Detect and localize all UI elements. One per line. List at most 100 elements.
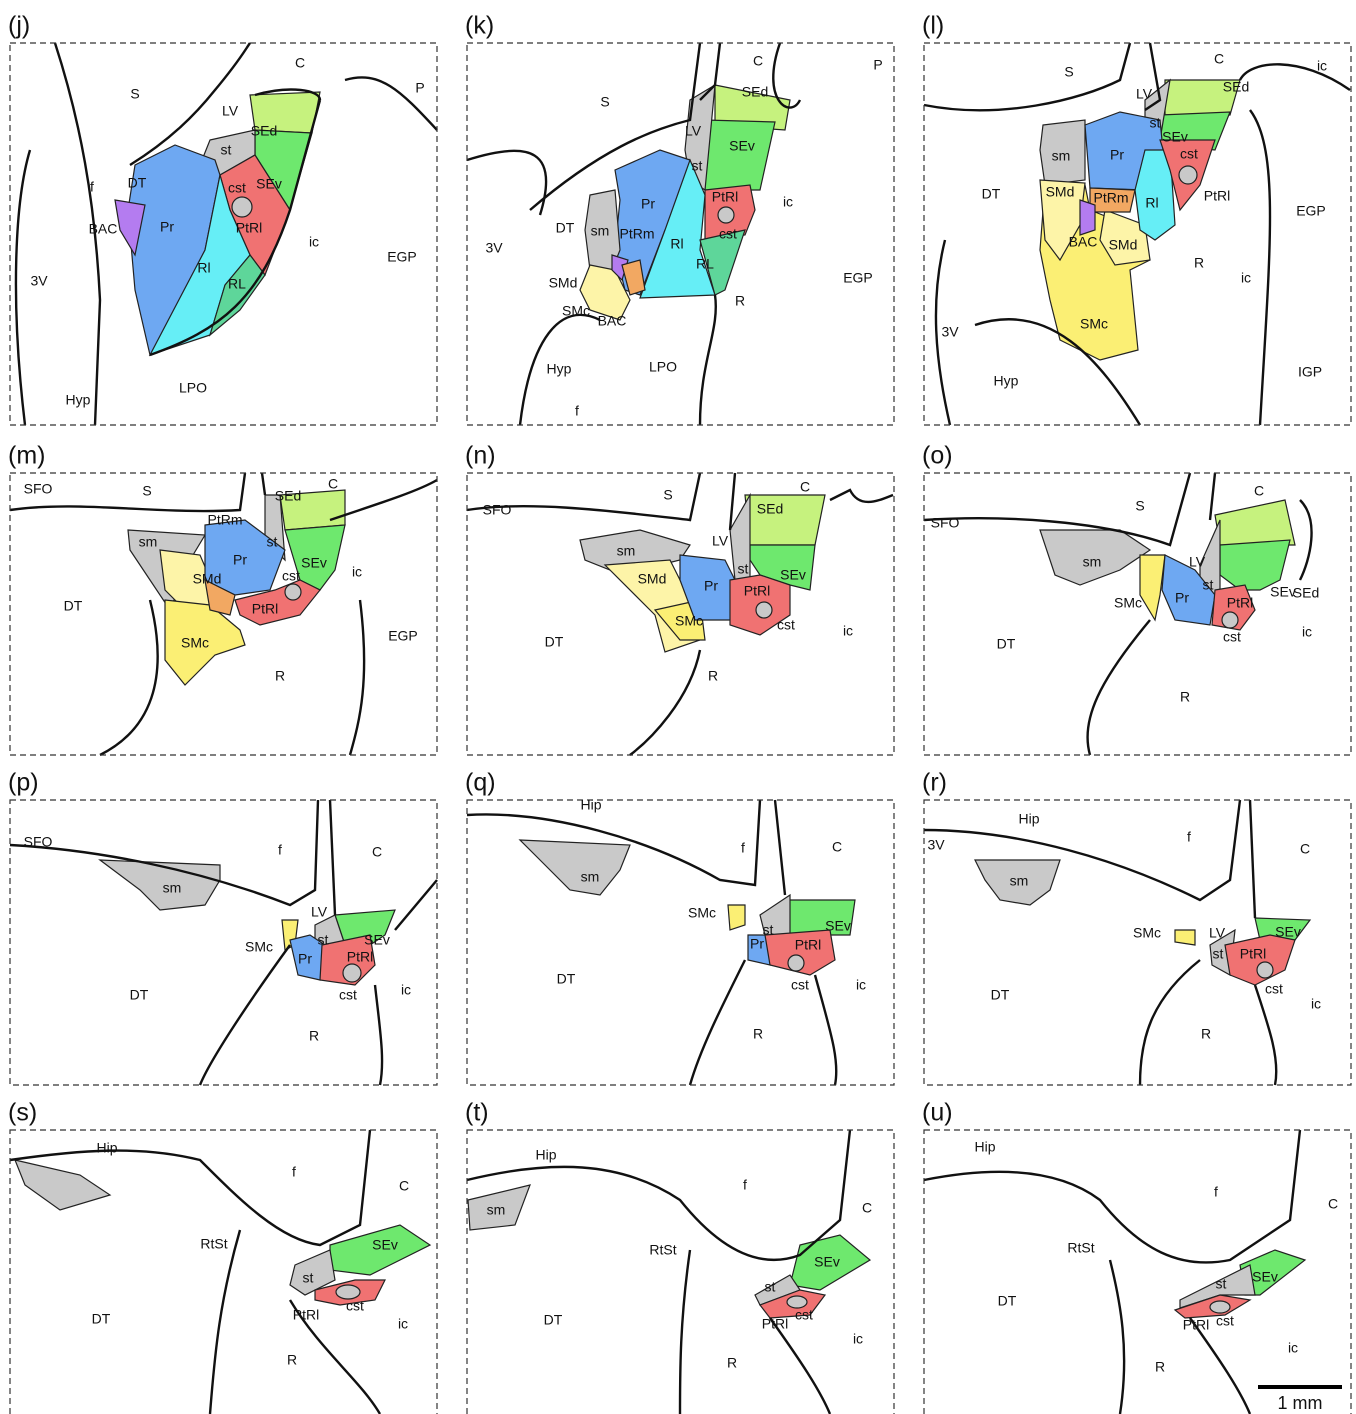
region-label: cst <box>719 226 737 242</box>
region-label: PtRl <box>252 601 278 617</box>
panel-id: (m) <box>8 442 45 470</box>
region-label: LV <box>222 103 239 119</box>
region-label: R <box>309 1028 319 1044</box>
fiber-tract <box>1257 962 1273 978</box>
brain-region <box>728 905 745 930</box>
region-label: R <box>735 293 745 309</box>
region-label: SEv <box>825 918 851 934</box>
region-label: sm <box>163 880 182 896</box>
boundary <box>330 480 437 520</box>
fiber-tract <box>343 964 361 982</box>
brain-region <box>1140 555 1165 620</box>
region-label: ic <box>843 623 853 639</box>
region-label: R <box>753 1026 763 1042</box>
region-label: Rl <box>670 236 683 252</box>
panel-id: (u) <box>922 1099 953 1127</box>
region-label: PtRl <box>1240 946 1266 962</box>
region-label: PtRl <box>1183 1317 1209 1333</box>
region-label: sm <box>1052 148 1071 164</box>
region-label: RL <box>228 276 246 292</box>
region-label: f <box>575 403 579 419</box>
region-label: C <box>1300 841 1310 857</box>
region-label: f <box>741 840 745 856</box>
region-label: f <box>90 179 94 195</box>
region-label: Pr <box>1175 590 1189 606</box>
region-label: DT <box>128 175 147 191</box>
region-label: st <box>763 922 774 938</box>
region-label: SEd <box>1293 585 1319 601</box>
region-label: st <box>303 1270 314 1286</box>
boundary <box>200 945 290 1085</box>
region-label: sm <box>1083 554 1102 570</box>
boundary <box>1250 800 1255 918</box>
region-label: st <box>267 534 278 550</box>
region-label: S <box>130 86 139 102</box>
region-label: cst <box>777 617 795 633</box>
region-label: DT <box>991 987 1010 1003</box>
region-label: SEv <box>364 932 390 948</box>
region-label: R <box>727 1355 737 1371</box>
region-label: PtRl <box>795 937 821 953</box>
region-label: PtRl <box>1204 188 1230 204</box>
region-label: 3V <box>927 837 945 853</box>
region-label: LV <box>685 123 702 139</box>
region-label: BAC <box>1069 234 1098 250</box>
region-label: S <box>142 483 151 499</box>
panel-id: (j) <box>8 12 30 40</box>
boundary <box>350 600 364 755</box>
region-label: cst <box>228 180 246 196</box>
region-label: cst <box>791 977 809 993</box>
panel-id: (r) <box>922 769 947 797</box>
region-label: ic <box>352 564 362 580</box>
region-label: SMc <box>1114 595 1142 611</box>
region-label: DT <box>557 971 576 987</box>
region-label: f <box>278 842 282 858</box>
region-label: LV <box>1209 925 1226 941</box>
figure: 1 mm (j)CPSLVSEdstSEvfDTcstBACPrPtRlicEG… <box>0 0 1356 1414</box>
boundary <box>700 295 716 425</box>
region-label: Pr <box>1110 147 1124 163</box>
region-label: SFO <box>24 481 53 497</box>
region-label: PtRm <box>1094 190 1129 206</box>
region-label: RL <box>696 256 714 272</box>
region-label: S <box>663 487 672 503</box>
boundary <box>1300 500 1312 580</box>
region-label: R <box>1180 689 1190 705</box>
region-label: f <box>743 1177 747 1193</box>
brain-region <box>1215 500 1295 545</box>
region-label: SEv <box>729 138 755 154</box>
region-label: S <box>1064 64 1073 80</box>
region-label: st <box>1203 577 1214 593</box>
region-label: DT <box>544 1312 563 1328</box>
region-label: Rl <box>1145 195 1158 211</box>
fiber-tract <box>756 602 772 618</box>
region-label: LV <box>1136 86 1153 102</box>
region-label: R <box>275 668 285 684</box>
region-label: RtSt <box>649 1242 676 1258</box>
region-label: DT <box>556 220 575 236</box>
fiber-tract <box>1179 166 1197 184</box>
region-label: Hip <box>580 797 601 813</box>
fiber-tract <box>1222 612 1238 628</box>
region-label: C <box>295 55 305 71</box>
boundary <box>1250 110 1270 425</box>
region-label: 3V <box>485 240 503 256</box>
region-label: SMd <box>1046 184 1075 200</box>
scale-bar-label: 1 mm <box>1278 1393 1323 1413</box>
boundary <box>924 800 1240 900</box>
region-label: SFO <box>483 502 512 518</box>
region-label: Hip <box>96 1140 117 1156</box>
region-label: Pr <box>704 578 718 594</box>
region-label: SEd <box>742 84 768 100</box>
region-label: SEd <box>251 123 277 139</box>
region-label: Rl <box>197 260 210 276</box>
region-label: SMd <box>638 571 667 587</box>
fiber-tract <box>718 207 734 223</box>
panel-id: (p) <box>8 769 39 797</box>
panel: (l)SCicLVSEdstPrSEvsmcstDTSMdPtRmRlPtRlE… <box>922 12 1351 425</box>
boundary <box>1140 960 1200 1085</box>
brain-region <box>100 860 220 910</box>
region-label: cst <box>346 1298 364 1314</box>
region-label: SEv <box>1252 1269 1278 1285</box>
region-label: Hip <box>535 1147 556 1163</box>
